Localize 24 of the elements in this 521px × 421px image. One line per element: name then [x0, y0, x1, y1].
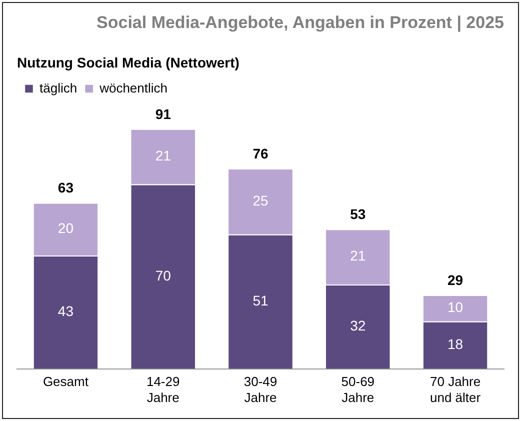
total-label: 29	[448, 272, 464, 288]
legend-label: täglich	[40, 80, 78, 96]
data-label: 32	[350, 317, 366, 334]
data-label: 10	[448, 299, 464, 316]
data-label: 70	[155, 267, 172, 284]
data-label: 51	[252, 292, 268, 308]
total-label: 53	[350, 206, 366, 222]
legend-label: wöchentlich	[98, 80, 168, 96]
total-label: 63	[58, 180, 74, 196]
x-tick-label: 14-29 Jahre	[146, 374, 180, 405]
data-label: 43	[58, 302, 74, 319]
x-tick-label: Gesamt	[42, 374, 89, 390]
x-tick-label: 30-49 Jahre	[244, 374, 278, 405]
data-label: 21	[155, 147, 172, 164]
data-label: 21	[350, 248, 366, 264]
total-label: 76	[252, 145, 268, 162]
x-tick-label: 70 Jahre und älter	[430, 374, 482, 405]
chart-title: Social Media-Angebote, Angaben in Prozent | 2025	[96, 12, 504, 32]
x-tick-label: 50-69 Jahre	[341, 374, 375, 405]
total-label: 91	[155, 106, 172, 122]
data-label: 20	[58, 220, 74, 236]
data-label: 25	[252, 192, 268, 208]
data-label: 18	[448, 336, 464, 352]
chart-subtitle: Nutzung Social Media (Nettowert)	[17, 54, 240, 71]
